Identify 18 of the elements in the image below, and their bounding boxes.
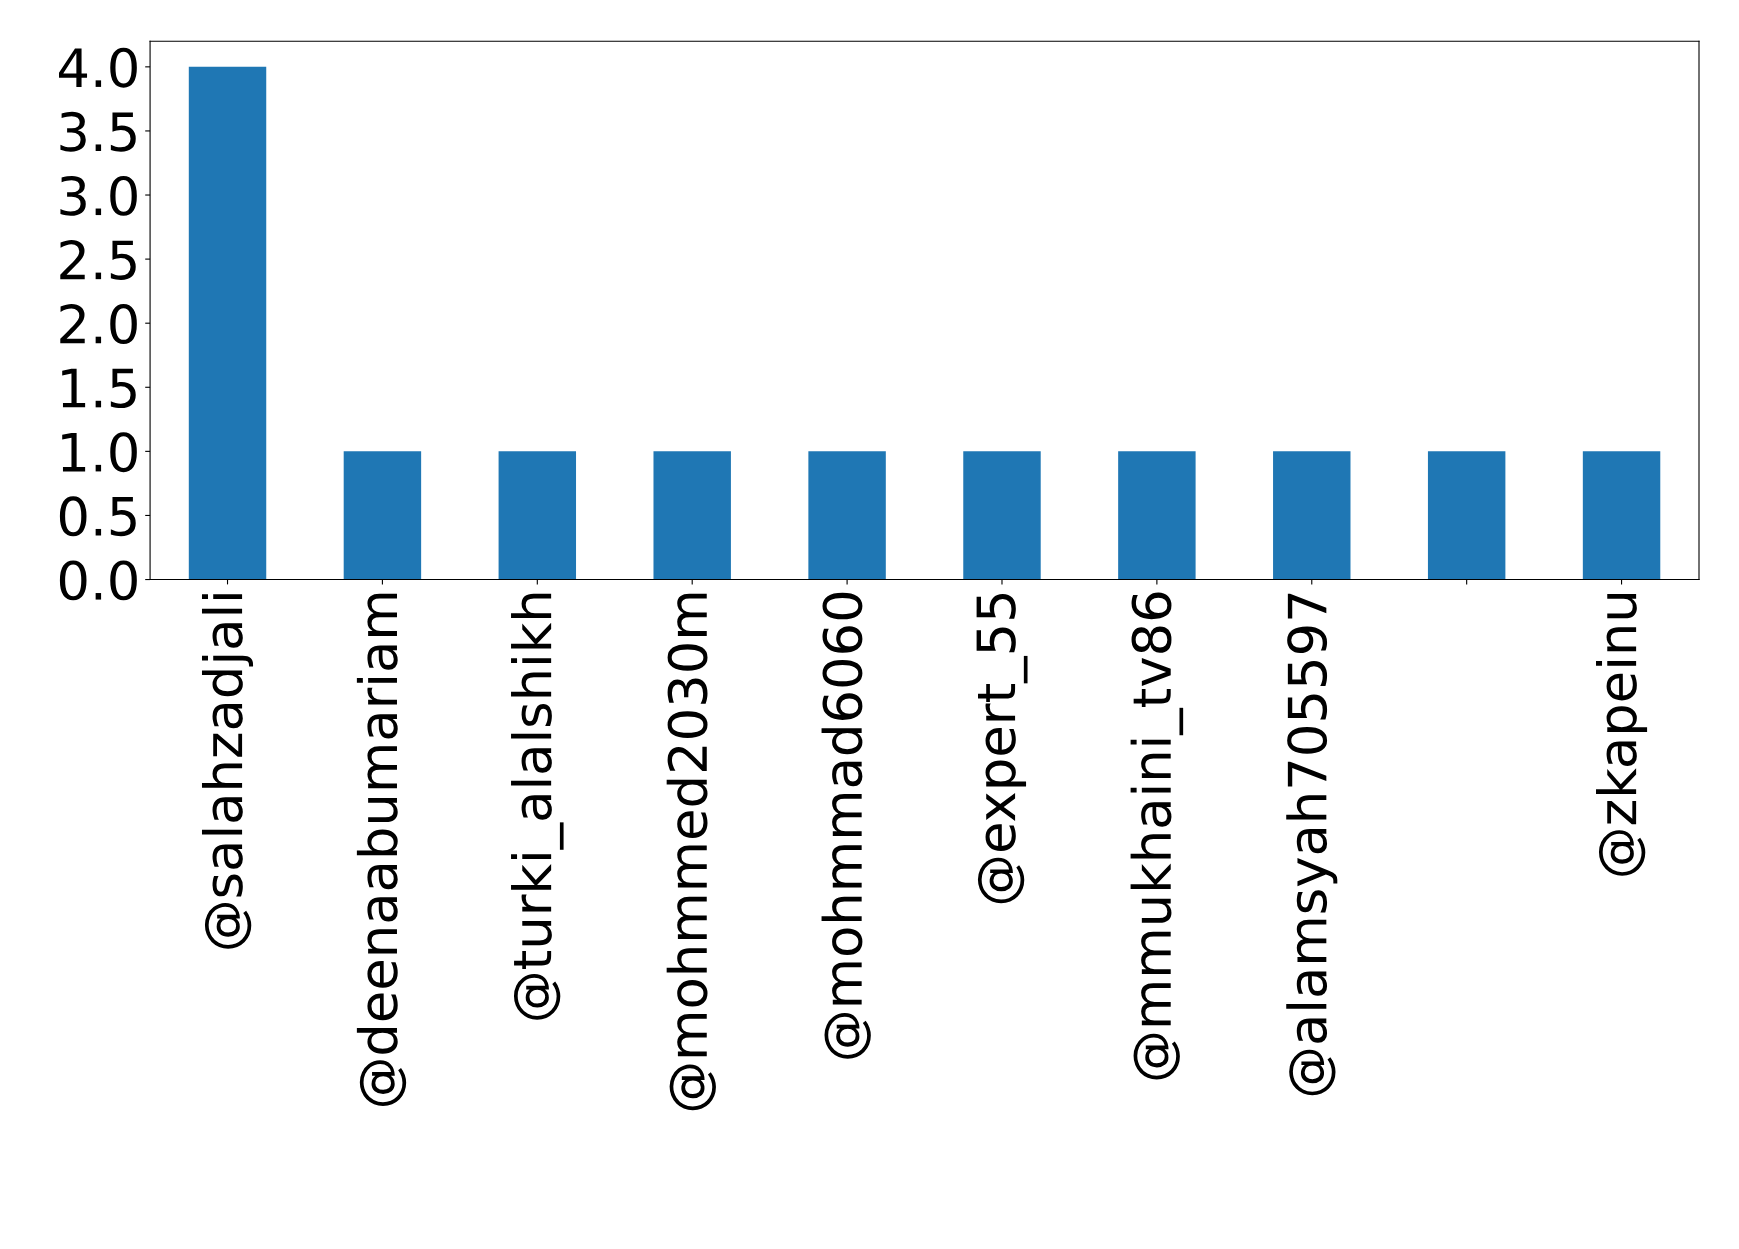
y-tick-label: 0.5 xyxy=(59,496,136,537)
x-tick-label: @salahzadjali xyxy=(201,594,254,949)
x-tick-label: @turki_alalshikh xyxy=(511,593,564,1020)
y-tick-label: 3.5 xyxy=(60,111,136,152)
y-tick-label: 2.0 xyxy=(60,304,137,344)
y-tick-label: 4.0 xyxy=(59,47,137,88)
x-tick-label: @mohmmad6060 xyxy=(821,592,871,1059)
y-tick-label: 3.0 xyxy=(60,175,137,216)
x-tick-label: @deenaabumariam xyxy=(356,593,407,1106)
y-tick-label: 2.5 xyxy=(60,239,136,280)
y-tick-label: 0.0 xyxy=(59,560,137,601)
x-tick-label: @mohmmed2030m xyxy=(666,593,716,1111)
x-tick-label: @alamsyah705597 xyxy=(1286,593,1338,1096)
x-tick-label: @mmukhaini_tv86 xyxy=(1130,592,1184,1080)
y-tick-label: 1.0 xyxy=(62,432,137,473)
y-tick-label: 1.5 xyxy=(62,368,136,409)
x-tick-label: @zkapeinu xyxy=(1596,594,1648,876)
x-tick-label: @expert_55 xyxy=(976,593,1028,904)
